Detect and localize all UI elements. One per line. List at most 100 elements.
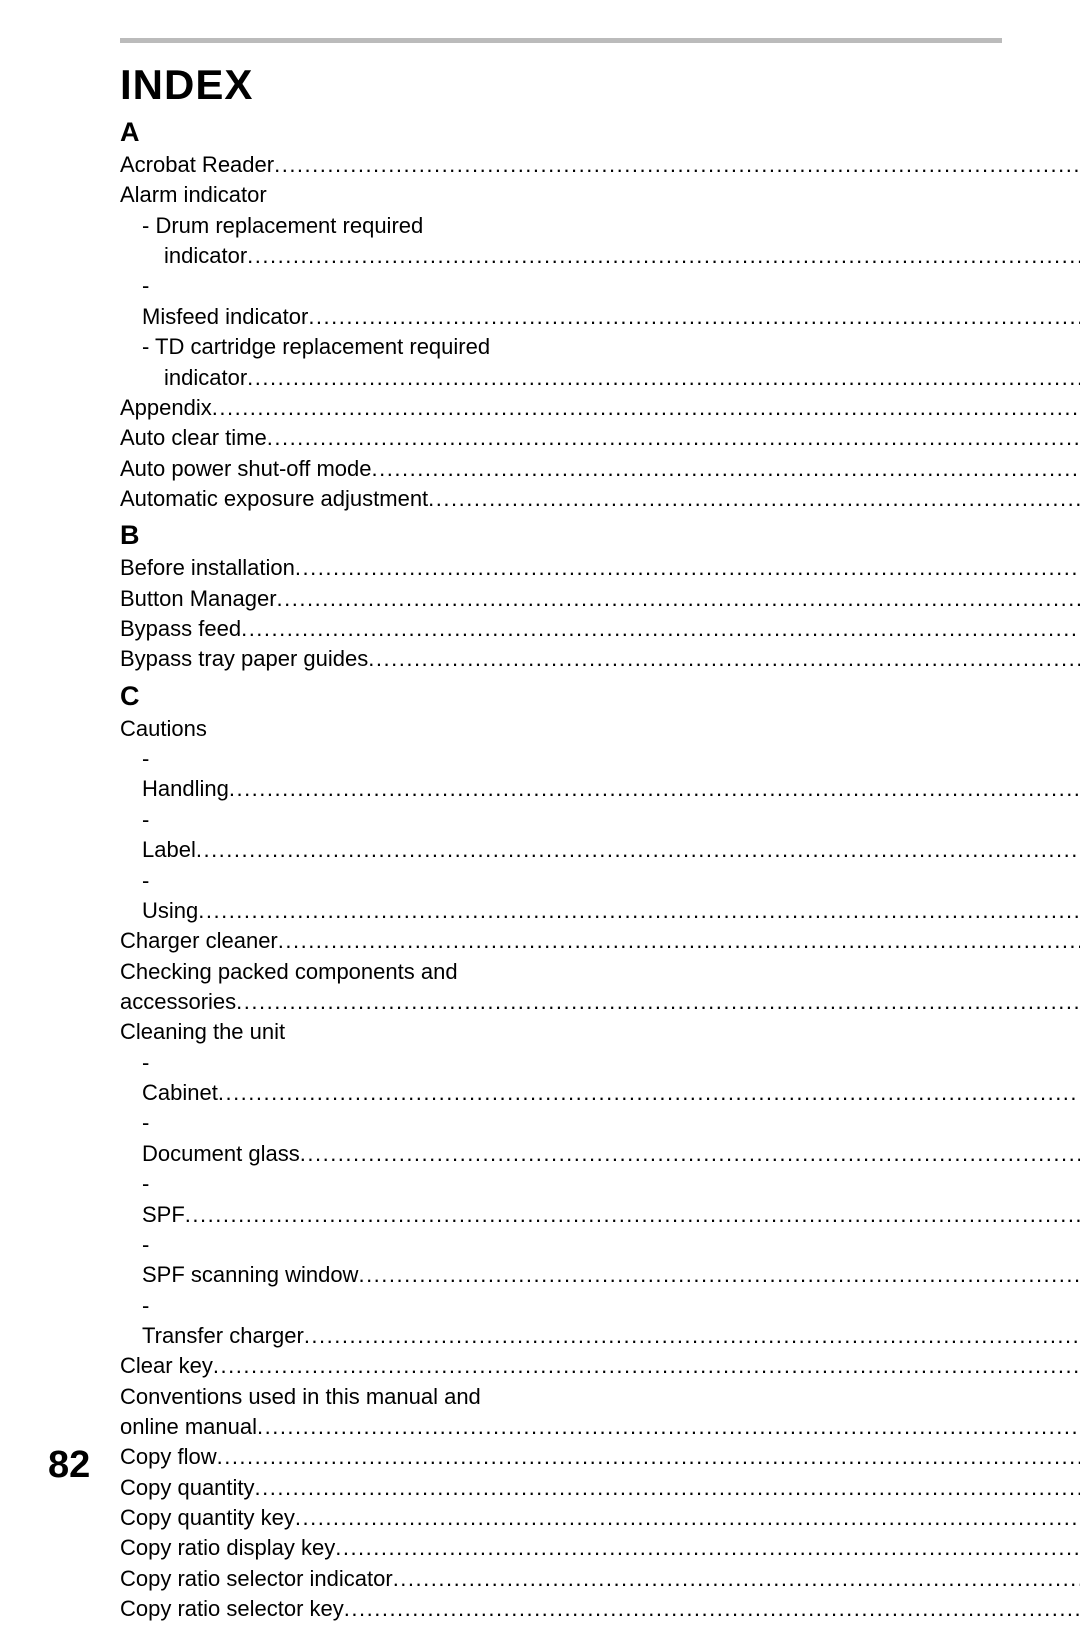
index-entry: accessories8 <box>120 987 1080 1017</box>
entry-label: Using <box>142 896 198 926</box>
entry-label: Before installation <box>120 553 295 583</box>
index-entry: Bypass tray paper guides5, 18 <box>120 644 1080 674</box>
page-number: 82 <box>48 1444 90 1487</box>
index-entry: Misfeed indicator6, 63, 64 <box>120 271 1080 332</box>
index-entry: SPF scanning window60 <box>120 1230 1080 1291</box>
entry-label: Transfer charger <box>142 1321 304 1351</box>
index-entry: Before installation20 <box>120 553 1080 583</box>
leader-dots <box>368 644 1080 674</box>
leader-dots <box>393 1564 1080 1594</box>
index-entry: Copy flow46 <box>120 1442 1080 1472</box>
entry-label: Acrobat Reader <box>120 150 274 180</box>
leader-dots <box>255 1473 1080 1503</box>
leader-dots <box>372 454 1080 484</box>
leader-dots <box>278 926 1080 956</box>
index-entry: Auto power shut-off mode54, 55 <box>120 454 1080 484</box>
entry-label: Cabinet <box>142 1078 218 1108</box>
leader-dots <box>295 553 1080 583</box>
index-entry: Conventions used in this manual and <box>120 1382 1080 1412</box>
entry-label: Misfeed indicator <box>142 302 308 332</box>
section-letter: A <box>120 117 1080 148</box>
leader-dots <box>218 1078 1080 1108</box>
index-entry: Label1 <box>120 805 1080 866</box>
index-entry: Auto clear time54, 55 <box>120 423 1080 453</box>
index-entry: Alarm indicator <box>120 180 1080 210</box>
entry-label: Bypass feed <box>120 614 241 644</box>
leader-dots <box>229 774 1080 804</box>
index-entry: Charger cleaner5, 61 <box>120 926 1080 956</box>
entry-label: Clear key <box>120 1351 213 1381</box>
leader-dots <box>300 1139 1080 1169</box>
entry-label: Bypass tray paper guides <box>120 644 368 674</box>
entry-label: Automatic exposure adjustment <box>120 484 428 514</box>
entry-label: indicator <box>164 363 247 393</box>
entry-label: Copy ratio display key <box>120 1533 335 1563</box>
leader-dots <box>185 1200 1080 1230</box>
leader-dots <box>247 241 1080 271</box>
leader-dots <box>267 423 1080 453</box>
index-entry: Copy ratio display key6, 51 <box>120 1533 1080 1563</box>
leader-dots <box>308 302 1080 332</box>
index-entry: Using1 <box>120 866 1080 927</box>
entry-label: Auto power shut-off mode <box>120 454 372 484</box>
index-entry: Checking packed components and <box>120 957 1080 987</box>
index-entry: Copy ratio selector indicator6, 51 <box>120 1564 1080 1594</box>
leader-dots <box>304 1321 1080 1351</box>
entry-label: Handling <box>142 774 229 804</box>
entry-label: Copy ratio selector key <box>120 1594 344 1624</box>
entry-label: Charger cleaner <box>120 926 278 956</box>
entry-label: Document glass <box>142 1139 300 1169</box>
entry-label: accessories <box>120 987 236 1017</box>
entry-label: Copy ratio selector indicator <box>120 1564 393 1594</box>
index-entry: Button Manager19, 36 <box>120 584 1080 614</box>
top-rule <box>120 38 1002 43</box>
page: INDEX AAcrobat Reader45Alarm indicatorDr… <box>0 0 1080 1529</box>
index-entry: Cautions <box>120 714 1080 744</box>
leader-dots <box>247 363 1080 393</box>
entry-label: SPF <box>142 1200 185 1230</box>
entry-label: indicator <box>164 241 247 271</box>
entry-label: online manual <box>120 1412 257 1442</box>
entry-label: Copy quantity <box>120 1473 255 1503</box>
section-letter: B <box>120 520 1080 551</box>
index-entry: indicator6, 58, 63 <box>120 241 1080 271</box>
index-entry: Copy ratio selector key6, 51 <box>120 1594 1080 1624</box>
index-title: INDEX <box>120 61 1002 109</box>
entry-label: Appendix <box>120 393 212 423</box>
leader-dots <box>241 614 1080 644</box>
leader-dots <box>358 1260 1080 1290</box>
section-letter: C <box>120 681 1080 712</box>
entry-label: Label <box>142 835 196 865</box>
leader-dots <box>198 896 1080 926</box>
index-entry: Automatic exposure adjustment50 <box>120 484 1080 514</box>
index-entry: Appendix70 <box>120 393 1080 423</box>
entry-label: SPF scanning window <box>142 1260 358 1290</box>
index-entry: Clear key6, 49, 56 <box>120 1351 1080 1381</box>
index-entry: TD cartridge replacement required <box>120 332 1080 362</box>
leader-dots <box>196 835 1080 865</box>
leader-dots <box>213 1351 1080 1381</box>
index-entry: Acrobat Reader45 <box>120 150 1080 180</box>
index-entry: Document glass60 <box>120 1108 1080 1169</box>
index-entry: Cleaning the unit <box>120 1017 1080 1047</box>
leader-dots <box>212 393 1080 423</box>
leader-dots <box>217 1442 1080 1472</box>
index-entry: SPF60 <box>120 1169 1080 1230</box>
leader-dots <box>274 150 1080 180</box>
leader-dots <box>236 987 1080 1017</box>
index-entry: Copy quantity49 <box>120 1473 1080 1503</box>
entry-label: Auto clear time <box>120 423 267 453</box>
leader-dots <box>344 1594 1080 1624</box>
column-left: AAcrobat Reader45Alarm indicatorDrum rep… <box>120 111 1080 1625</box>
columns: AAcrobat Reader45Alarm indicatorDrum rep… <box>120 111 1002 1625</box>
leader-dots <box>428 484 1080 514</box>
leader-dots <box>335 1533 1080 1563</box>
index-entry: Bypass feed17 <box>120 614 1080 644</box>
index-entry: Cabinet60 <box>120 1048 1080 1109</box>
leader-dots <box>257 1412 1080 1442</box>
entry-label: Copy flow <box>120 1442 217 1472</box>
index-entry: Transfer charger61 <box>120 1291 1080 1352</box>
entry-label: Button Manager <box>120 584 277 614</box>
index-entry: Handling1 <box>120 744 1080 805</box>
index-entry: online manual4 <box>120 1412 1080 1442</box>
